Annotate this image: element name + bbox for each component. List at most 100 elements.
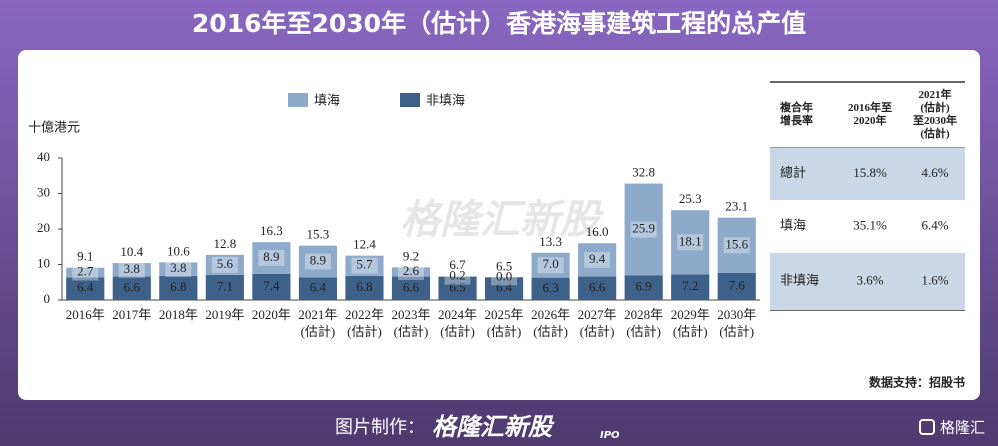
bar-segment: [66, 267, 105, 278]
value-label: 7.0: [542, 256, 558, 271]
bar-segment: [438, 276, 477, 300]
bar-segment: [484, 277, 524, 300]
x-tick-label: 2027年: [578, 307, 617, 322]
total-label: 10.6: [167, 243, 190, 258]
x-tick-label: 2026年: [531, 307, 570, 322]
source: 数据支持：招股书: [869, 375, 965, 390]
value-label: 5.7: [356, 257, 373, 272]
value-label-bg: [351, 257, 378, 274]
x-tick-label: 2017年: [112, 307, 151, 322]
logo-icon: [919, 419, 935, 435]
table-header: (估計): [920, 126, 950, 140]
value-label: 9.4: [589, 251, 606, 266]
x-tick-label: 2024年: [438, 307, 477, 322]
bar-segment: [531, 277, 570, 300]
value-label-bg: [304, 253, 331, 270]
value-label: 6.3: [542, 280, 558, 295]
value-label-bg: [677, 234, 704, 251]
value-label: 8.9: [263, 249, 279, 264]
bar-segment: [391, 267, 431, 277]
x-tick-label: 2029年: [671, 307, 710, 322]
value-label: 3.8: [170, 260, 186, 275]
x-tick-note: (估計): [440, 324, 475, 339]
x-tick-label: 2023年: [391, 307, 430, 322]
legend-swatch: [288, 93, 308, 107]
value-label: 0.0: [496, 268, 512, 283]
value-label: 6.6: [403, 279, 420, 294]
bar-segment: [531, 252, 570, 278]
bar-segment: [252, 273, 291, 300]
table-header: (估計): [920, 100, 950, 114]
x-tick-label: 2020年: [252, 307, 291, 322]
value-label: 18.1: [679, 233, 702, 248]
x-tick-label: 2016年: [66, 307, 105, 322]
bar-segment: [112, 276, 151, 300]
footer-logo: 格隆汇: [940, 419, 985, 437]
value-label-bg: [72, 264, 99, 281]
x-tick-label: 2030年: [717, 307, 756, 322]
value-label: 6.5: [449, 279, 465, 294]
value-label-bg: [630, 221, 657, 238]
x-tick-note: (估計): [626, 324, 661, 339]
bar-segment: [112, 263, 151, 277]
table-header: 複合年: [779, 100, 813, 114]
total-label: 6.7: [449, 257, 466, 272]
legend-swatch: [400, 93, 420, 107]
footer-label: 图片制作：: [335, 417, 425, 438]
bar-segment: [671, 274, 710, 300]
value-label: 6.4: [77, 280, 94, 295]
value-label: 8.9: [310, 252, 326, 267]
legend-label: 填海: [314, 94, 340, 109]
bar-segment: [298, 245, 338, 278]
table-cell: 填海: [780, 217, 806, 232]
x-tick-note: (估計): [487, 324, 522, 339]
value-label: 0.2: [449, 268, 465, 283]
value-label: 5.6: [217, 256, 234, 271]
table-row-bg: [770, 148, 965, 200]
table-cell: 4.6%: [921, 165, 948, 180]
value-label-bg: [118, 261, 145, 278]
bar-segment: [671, 210, 710, 275]
x-tick-label: 2021年: [298, 307, 337, 322]
page-title: 2016年至2030年（估计）香港海事建筑工程的总产值: [192, 9, 806, 38]
value-label: 7.2: [682, 278, 698, 293]
value-label: 25.9: [632, 221, 655, 236]
bar-segment: [624, 183, 663, 276]
table-header: 2020年: [854, 113, 887, 127]
value-label: 6.8: [170, 279, 186, 294]
x-tick-note: (估計): [301, 324, 336, 339]
bar-segment: [252, 242, 291, 274]
x-tick-note: (估計): [347, 324, 382, 339]
x-tick-label: 2018年: [159, 307, 198, 322]
value-label-bg: [723, 237, 750, 254]
bar-segment: [624, 275, 663, 300]
watermark: 格隆汇新股: [400, 197, 604, 243]
table-header: 2016年至: [848, 100, 892, 114]
bar-segment: [717, 273, 756, 300]
table-header: 至2030年: [913, 113, 957, 127]
value-label: 15.6: [725, 236, 748, 251]
value-label: 7.4: [263, 278, 280, 293]
value-label: 6.6: [124, 279, 141, 294]
y-tick-label: 10: [37, 255, 50, 270]
bar-segment: [298, 277, 338, 300]
total-label: 13.3: [539, 234, 562, 249]
y-tick-label: 0: [44, 291, 51, 306]
x-tick-note: (估計): [394, 324, 429, 339]
bar-segment: [205, 254, 244, 275]
value-label: 3.8: [124, 261, 140, 276]
table-header: 增長率: [780, 113, 813, 127]
value-label: 7.1: [217, 278, 233, 293]
value-label-bg: [537, 257, 564, 274]
table-cell: 非填海: [780, 272, 819, 287]
x-tick-note: (估計): [719, 324, 754, 339]
value-label: 2.6: [403, 263, 420, 278]
y-tick-label: 40: [37, 149, 50, 164]
value-label: 6.9: [636, 279, 652, 294]
table-cell: 15.8%: [853, 165, 887, 180]
y-tick-label: 30: [37, 184, 50, 199]
total-label: 9.1: [77, 249, 93, 264]
value-label: 6.6: [589, 279, 606, 294]
footer-brand-sub: IPO: [600, 430, 620, 441]
